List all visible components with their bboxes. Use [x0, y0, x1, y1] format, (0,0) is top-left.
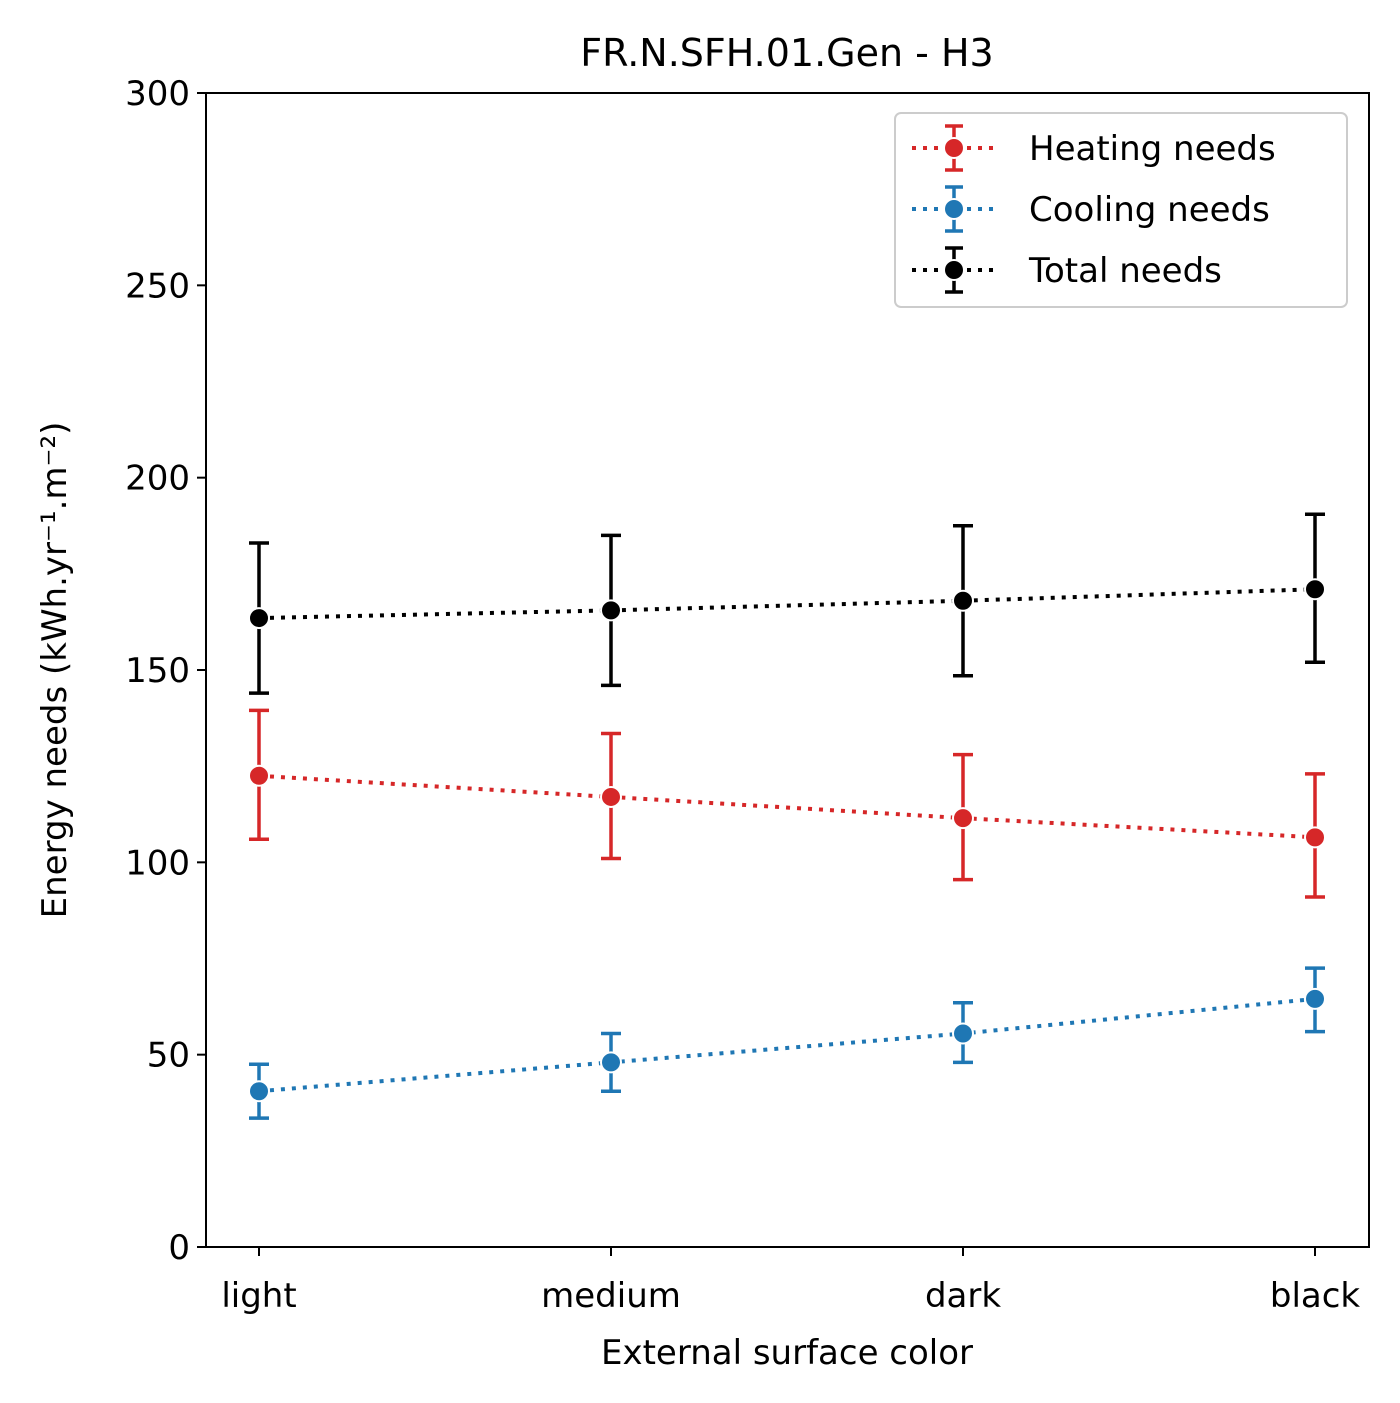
- series-line: [258, 587, 1316, 621]
- series-2: [248, 512, 1326, 695]
- series-1: [248, 966, 1326, 1120]
- y-tick-label: 300: [125, 74, 190, 114]
- data-point: [952, 807, 974, 830]
- x-tick-label: dark: [925, 1276, 1001, 1316]
- data-point: [600, 1051, 622, 1074]
- chart-title: FR.N.SFH.01.Gen - H3: [580, 31, 993, 75]
- data-point: [248, 607, 270, 630]
- legend: Heating needs Cooling needs Total needs: [894, 112, 1348, 308]
- legend-item: Heating needs: [912, 124, 1276, 172]
- legend-label: Cooling needs: [1029, 190, 1270, 230]
- series-line: [258, 996, 1316, 1094]
- data-point: [952, 589, 974, 612]
- y-tick-label: 100: [125, 843, 190, 883]
- x-axis-ticks: light medium dark black: [221, 1247, 1360, 1316]
- legend-item: Cooling needs: [912, 185, 1270, 233]
- legend-label: Heating needs: [1029, 129, 1276, 169]
- y-axis-ticks: 0 50 100 150 200 250 300: [125, 74, 206, 1268]
- x-tick-label: black: [1270, 1276, 1361, 1316]
- y-tick-label: 250: [125, 266, 190, 306]
- data-point: [600, 785, 622, 808]
- legend-label: Total needs: [1028, 251, 1222, 291]
- x-tick-label: light: [221, 1276, 296, 1316]
- legend-frame: [894, 112, 1348, 308]
- data-point: [1304, 826, 1326, 849]
- x-tick-label: medium: [541, 1276, 681, 1316]
- y-tick-label: 150: [125, 651, 190, 691]
- series-line: [258, 773, 1316, 840]
- x-axis-label: External surface color: [601, 1333, 973, 1373]
- y-tick-label: 50: [147, 1036, 190, 1076]
- y-tick-label: 200: [125, 459, 190, 499]
- data-point: [248, 764, 270, 787]
- legend-item: Total needs: [912, 246, 1222, 294]
- data-point: [1304, 578, 1326, 601]
- series-layer: [248, 512, 1326, 1120]
- legend-marker: [943, 259, 965, 281]
- legend-marker: [943, 198, 965, 220]
- data-point: [952, 1022, 974, 1045]
- data-point: [1304, 987, 1326, 1010]
- data-point: [248, 1080, 270, 1103]
- y-axis-label: Energy needs (kWh.yr⁻¹.m⁻²): [35, 422, 75, 919]
- data-point: [600, 599, 622, 622]
- y-tick-label: 0: [168, 1228, 190, 1268]
- plot-frame: [205, 92, 1370, 1248]
- legend-marker: [943, 137, 965, 159]
- series-0: [248, 708, 1326, 899]
